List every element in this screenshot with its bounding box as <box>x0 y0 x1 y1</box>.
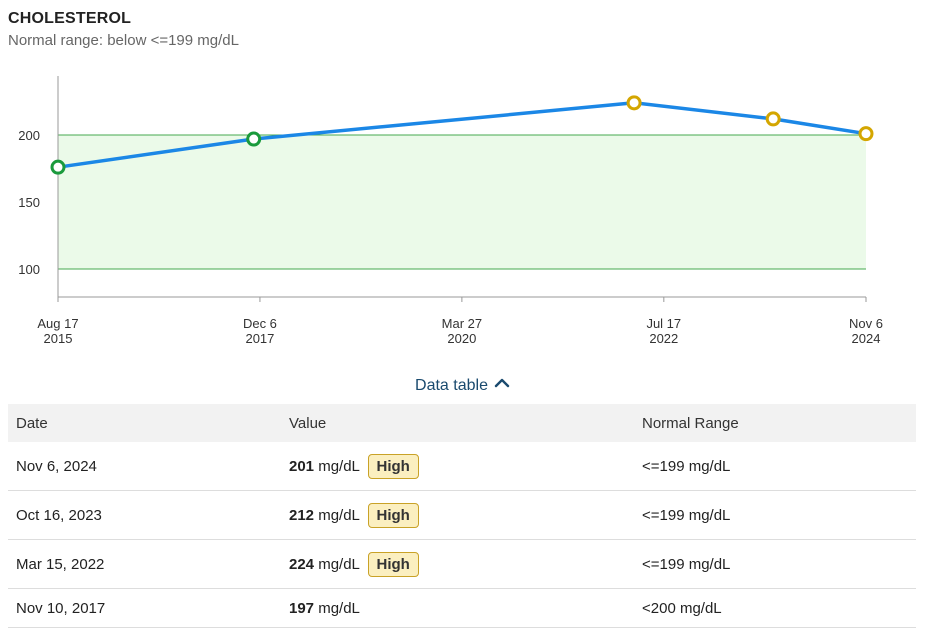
data-point-high <box>858 126 874 142</box>
y-tick-label: 100 <box>18 262 40 277</box>
x-tick-label-year: 2020 <box>447 331 476 346</box>
x-tick-label: Aug 17 <box>37 316 78 331</box>
chart-title: CHOLESTEROL <box>8 10 132 27</box>
data-point-normal <box>246 131 262 147</box>
value-number: 212 <box>289 506 315 524</box>
cell-date: Mar 15, 2022 <box>8 539 281 589</box>
column-header-normal-range: Normal Range <box>634 404 916 442</box>
value-unit: mg/dL <box>318 506 360 524</box>
data-point-high <box>626 95 642 111</box>
column-header-value: Value <box>281 404 634 442</box>
cell-date: Nov 10, 2017 <box>8 588 281 628</box>
x-tick-label-year: 2015 <box>44 331 73 346</box>
value-unit: mg/dL <box>318 555 360 573</box>
column-header-date: Date <box>8 404 281 442</box>
value-number: 201 <box>289 457 315 475</box>
x-tick-label: Dec 6 <box>243 316 277 331</box>
cell-normal-range: <=199 mg/dL <box>634 490 916 540</box>
table-row: Oct 16, 2023 212 mg/dL High <=199 mg/dL <box>8 490 916 540</box>
y-tick-label: 150 <box>18 195 40 210</box>
y-tick-label: 200 <box>18 128 40 143</box>
normal-range-band <box>58 135 866 269</box>
cell-value: 224 mg/dL High <box>281 539 634 589</box>
table-header-row: Date Value Normal Range <box>8 404 916 442</box>
cell-date: Nov 6, 2024 <box>8 442 281 491</box>
table-row: Mar 15, 2022 224 mg/dL High <=199 mg/dL <box>8 539 916 589</box>
x-tick-label: Nov 6 <box>849 316 883 331</box>
high-badge: High <box>367 502 419 528</box>
value-unit: mg/dL <box>318 599 360 617</box>
cell-value: 212 mg/dL High <box>281 490 634 540</box>
cell-normal-range: <=199 mg/dL <box>634 539 916 589</box>
cell-normal-range: <=199 mg/dL <box>634 442 916 491</box>
value-number: 197 <box>289 599 315 617</box>
x-tick-label-year: 2022 <box>649 331 678 346</box>
data-point-high <box>765 111 781 127</box>
x-tick-label-year: 2024 <box>852 331 881 346</box>
x-tick-label: Mar 27 <box>442 316 482 331</box>
data-table-toggle-label: Data table <box>415 377 488 394</box>
normal-range-subtitle: Normal range: below <=199 mg/dL <box>8 32 239 49</box>
high-badge: High <box>367 551 419 577</box>
cell-value: 197 mg/dL <box>281 588 634 628</box>
cell-value: 201 mg/dL High <box>281 442 634 491</box>
data-point-normal <box>50 159 66 175</box>
cell-normal-range: <200 mg/dL <box>634 588 916 628</box>
data-table: Date Value Normal Range Nov 6, 2024 201 … <box>8 404 916 628</box>
high-badge: High <box>367 453 419 479</box>
value-unit: mg/dL <box>318 457 360 475</box>
table-row: Nov 6, 2024 201 mg/dL High <=199 mg/dL <box>8 442 916 491</box>
table-row: Nov 10, 2017 197 mg/dL <200 mg/dL <box>8 588 916 628</box>
cell-date: Oct 16, 2023 <box>8 490 281 540</box>
x-tick-label: Jul 17 <box>646 316 681 331</box>
data-table-toggle[interactable]: Data table <box>0 377 925 395</box>
chevron-up-icon <box>494 375 510 393</box>
value-number: 224 <box>289 555 315 573</box>
x-tick-label-year: 2017 <box>245 331 274 346</box>
